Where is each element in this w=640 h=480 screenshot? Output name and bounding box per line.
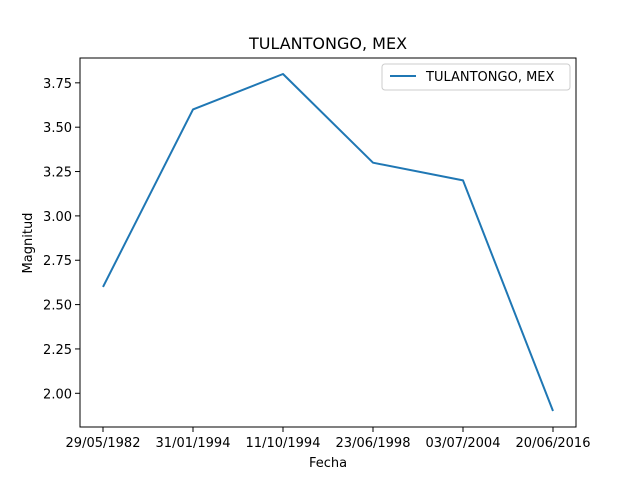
x-tick-label: 31/01/1994 [156, 436, 231, 451]
legend-label: TULANTONGO, MEX [425, 70, 555, 85]
y-tick-label: 2.00 [43, 387, 72, 402]
x-tick-label: 23/06/1998 [336, 436, 411, 451]
chart-title: TULANTONGO, MEX [248, 34, 407, 53]
y-tick-label: 3.25 [43, 166, 72, 181]
x-tick-label: 03/07/2004 [426, 436, 501, 451]
y-tick-label: 3.75 [43, 77, 72, 92]
legend: TULANTONGO, MEX [381, 63, 571, 91]
y-tick-label: 2.25 [43, 343, 72, 358]
y-tick-label: 2.75 [43, 254, 72, 269]
x-axis-title: Fecha [309, 456, 347, 471]
series-line [102, 73, 554, 412]
y-tick-label: 3.50 [43, 121, 72, 136]
legend-box [381, 63, 571, 91]
plot-area: 29/05/1982 31/01/1994 11/10/1994 23/06/1998… [43, 73, 591, 451]
x-tick-label: 29/05/1982 [66, 436, 141, 451]
x-tick-label: 11/10/1994 [246, 436, 321, 451]
x-tick-label: 20/06/2016 [516, 436, 591, 451]
plot-frame [79, 57, 577, 428]
y-tick-label: 3.00 [43, 210, 72, 225]
y-tick-label: 2.50 [43, 299, 72, 314]
y-axis-title: Magnitud [21, 213, 36, 274]
